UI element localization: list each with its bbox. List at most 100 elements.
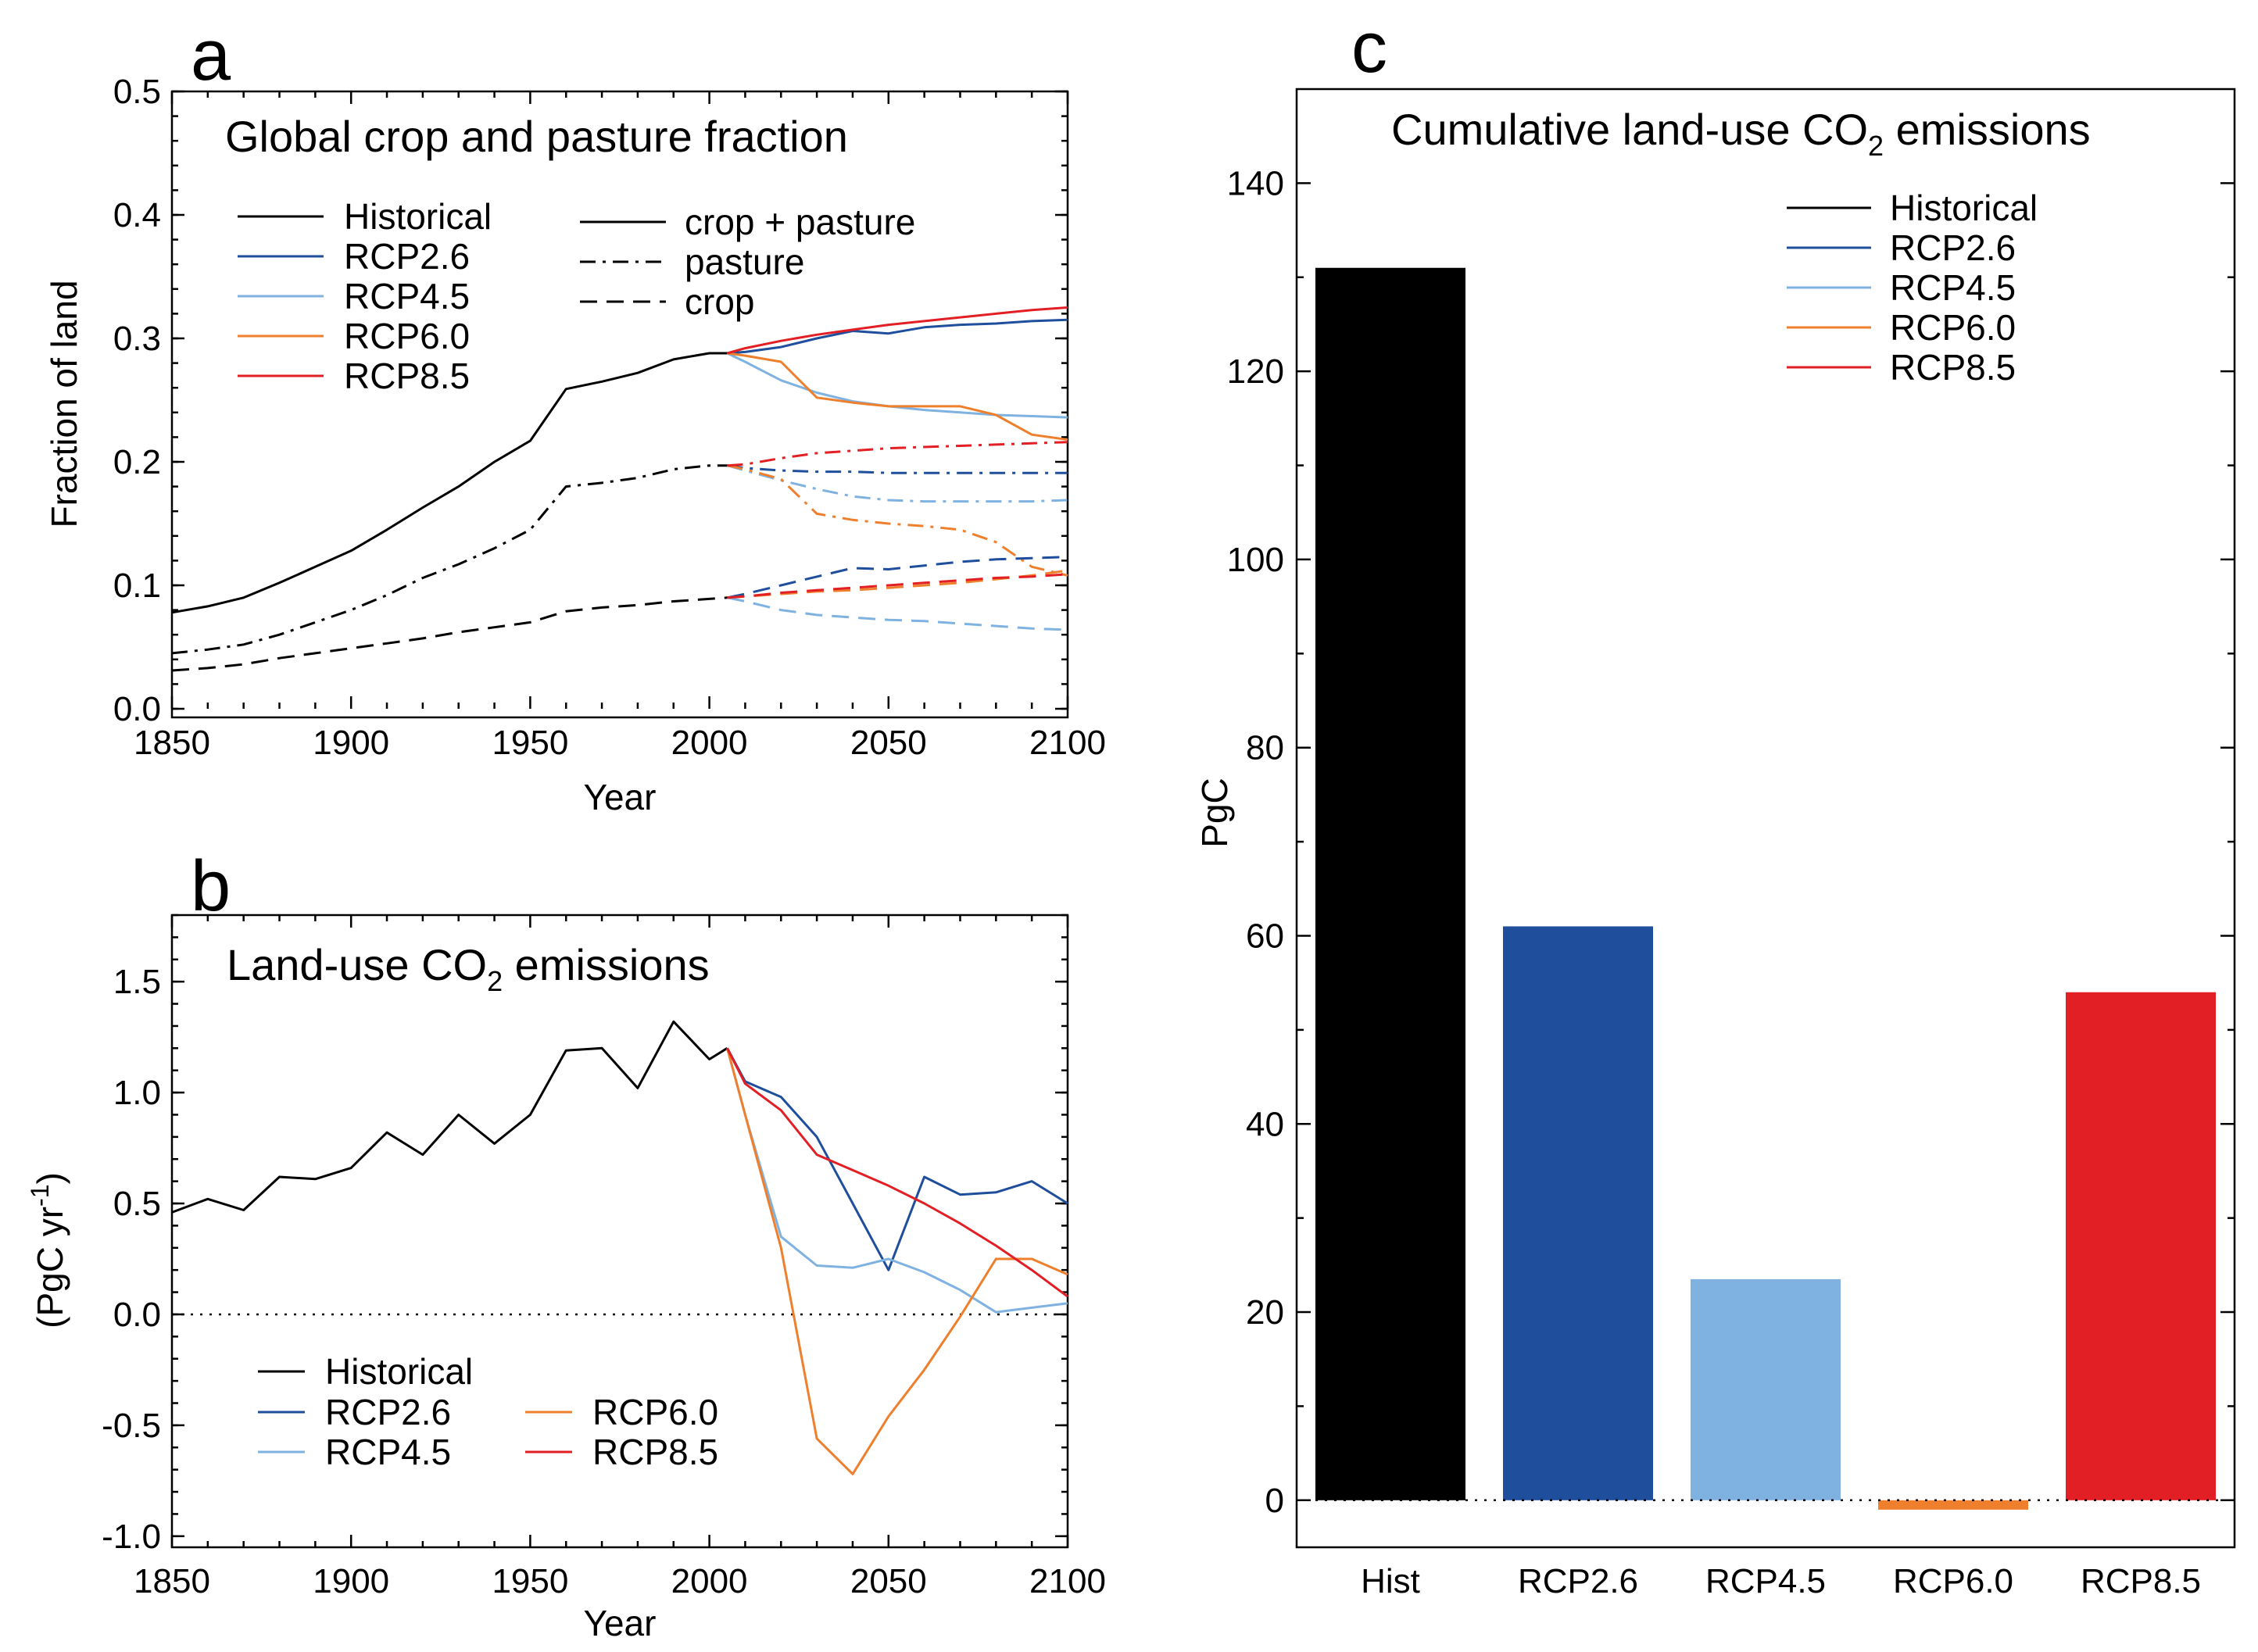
panel-b-legend-label-rcp2-6: RCP2.6 xyxy=(325,1392,451,1432)
panel-b-ylabel-main: (PgC yr xyxy=(30,1207,70,1328)
panel-c-category-label-rcp6-0: RCP6.0 xyxy=(1893,1562,2013,1600)
panel-a-legend-style-label-crop: crop xyxy=(685,281,754,322)
panel-a-ytick-label: 0.4 xyxy=(113,196,161,234)
panel-a-series-rcp4-5-pasture xyxy=(727,464,1068,503)
panel-c-ytick-label: 100 xyxy=(1227,541,1284,579)
panel-c-legend-label-rcp4-5: RCP4.5 xyxy=(1890,267,2016,308)
panel-a-crop-pasture-chart: Global crop and pasture fraction Year Fr… xyxy=(44,73,1106,817)
panel-a-legend-label-rcp4-5: RCP4.5 xyxy=(344,276,470,316)
panel-a-xtick-label: 1900 xyxy=(313,724,389,762)
panel-b-xtick-label: 2000 xyxy=(671,1562,748,1600)
panel-c-bar-hist xyxy=(1315,267,1465,1500)
panel-c-legend-label-rcp2-6: RCP2.6 xyxy=(1890,227,2016,268)
panel-c-ytick-label: 40 xyxy=(1246,1105,1284,1143)
panel-a-legend-label-rcp6-0: RCP6.0 xyxy=(344,316,470,356)
panel-a-xtick-label: 1950 xyxy=(492,724,568,762)
panel-a-series-historical-crop xyxy=(171,596,728,672)
panel-c-ytick-label: 140 xyxy=(1227,164,1284,202)
panel-a-series-rcp4-5-crop xyxy=(727,596,1068,631)
panel-b-series-rcp6-0 xyxy=(726,1047,1068,1475)
panel-b-emissions-chart: Land-use CO2 emissions Year (PgC yr-1) 1… xyxy=(26,914,1106,1643)
panel-a-ytick-label: 0.5 xyxy=(113,73,161,111)
panel-b-ylabel-suffix: ) xyxy=(30,1172,70,1184)
panel-b-xtick-label: 2050 xyxy=(850,1562,927,1600)
panel-b-legend-label-rcp6-0: RCP6.0 xyxy=(592,1392,718,1432)
panel-a-frame xyxy=(170,90,1069,719)
panel-a-xtick-label: 2000 xyxy=(671,724,748,762)
panel-c-title-main: Cumulative land-use CO xyxy=(1391,105,1868,154)
panel-b-ylabel-sup: -1 xyxy=(26,1184,54,1206)
panel-a-legend-label-historical: Historical xyxy=(344,196,492,237)
panel-a-series-rcp2-6-crop-pasture xyxy=(727,318,1068,355)
panel-c-ylabel: PgC xyxy=(1194,778,1235,847)
panel-a-series-rcp8-5-crop xyxy=(727,573,1068,599)
panel-b-ytick-label: 0.5 xyxy=(113,1185,161,1223)
panel-b-xtick-label: 2100 xyxy=(1029,1562,1106,1600)
panel-c-legend-label-historical: Historical xyxy=(1890,188,2038,228)
panel-a-series-rcp6-0-crop-pasture xyxy=(727,352,1068,442)
panel-a-legend-style-label-crop-pasture: crop + pasture xyxy=(685,202,915,242)
panel-b-series-rcp4-5 xyxy=(726,1047,1068,1314)
panel-c-cumulative-chart: Cumulative land-use CO2 emissions PgC 0 2… xyxy=(1194,88,2236,1600)
panel-a-ytick-label: 0.3 xyxy=(113,320,161,358)
panel-c-frame xyxy=(1295,88,2236,1549)
panel-a-series-historical-pasture xyxy=(171,464,728,655)
panel-a-xlabel: Year xyxy=(584,777,657,817)
panel-c-bar-rcp2-6 xyxy=(1503,926,1653,1500)
panel-b-legend-label-historical: Historical xyxy=(325,1351,473,1392)
panel-a-xtick-label: 2050 xyxy=(850,724,927,762)
panel-a-series-rcp2-6-pasture xyxy=(727,464,1068,474)
panel-b-ylabel: (PgC yr-1) xyxy=(26,1172,70,1328)
panel-a-legend-label-rcp8-5: RCP8.5 xyxy=(344,356,470,396)
panel-c-ytick-label: 60 xyxy=(1246,917,1284,955)
panel-a-ytick-label: 0.1 xyxy=(113,567,161,605)
panel-a-title: Global crop and pasture fraction xyxy=(225,112,848,161)
panel-a-ytick-label: 0.0 xyxy=(113,690,161,728)
panel-b-title-main: Land-use CO xyxy=(227,940,487,989)
panel-b-title-suffix: emissions xyxy=(503,940,710,989)
panel-a-series-rcp6-0-pasture xyxy=(727,464,1068,577)
panel-c-title: Cumulative land-use CO2 emissions xyxy=(1391,105,2091,162)
panel-a-series-rcp8-5-crop-pasture xyxy=(727,306,1068,355)
panel-c-title-sub: 2 xyxy=(1868,130,1884,162)
panel-b-ytick-label: 0.0 xyxy=(113,1296,161,1334)
panel-a-ytick-label: 0.2 xyxy=(113,443,161,481)
panel-b-title-sub: 2 xyxy=(487,965,503,997)
panel-b-frame xyxy=(170,914,1069,1549)
panel-c-category-label-hist: Hist xyxy=(1361,1562,1420,1600)
panel-a-legend-label-rcp2-6: RCP2.6 xyxy=(344,236,470,277)
panel-a-ylabel: Fraction of land xyxy=(44,280,84,527)
panel-b-xtick-label: 1850 xyxy=(134,1562,210,1600)
panel-b-series-rcp8-5 xyxy=(726,1047,1068,1298)
panel-b-title: Land-use CO2 emissions xyxy=(227,940,710,997)
panel-c-bar-rcp8-5 xyxy=(2066,992,2216,1500)
panel-c-legend-label-rcp6-0: RCP6.0 xyxy=(1890,307,2016,348)
panel-a-xtick-label: 1850 xyxy=(134,724,210,762)
panel-b-letter: b xyxy=(191,846,231,926)
panel-b-ytick-label: -1.0 xyxy=(102,1518,161,1556)
panel-c-category-label-rcp2-6: RCP2.6 xyxy=(1518,1562,1638,1600)
panel-b-xlabel: Year xyxy=(584,1603,657,1643)
panel-a-legend-style-label-pasture: pasture xyxy=(685,241,804,282)
panel-a-series-rcp8-5-pasture xyxy=(727,441,1068,467)
panel-b-ytick-label: 1.5 xyxy=(113,963,161,1001)
panel-c-ytick-label: 0 xyxy=(1265,1482,1284,1520)
panel-a-series-historical-crop-pasture xyxy=(171,352,728,614)
panel-c-letter: c xyxy=(1351,8,1387,88)
panel-b-xtick-label: 1900 xyxy=(313,1562,389,1600)
panel-c-ytick-label: 20 xyxy=(1246,1293,1284,1332)
panel-c-category-label-rcp4-5: RCP4.5 xyxy=(1705,1562,1826,1600)
panel-b-legend-label-rcp4-5: RCP4.5 xyxy=(325,1432,451,1472)
panel-c-ytick-label: 120 xyxy=(1227,352,1284,391)
panel-c-bar-rcp4-5 xyxy=(1691,1278,1841,1500)
panel-b-ytick-label: 1.0 xyxy=(113,1074,161,1112)
panel-c-ytick-label: 80 xyxy=(1246,729,1284,767)
panel-a-letter: a xyxy=(191,16,231,95)
panel-b-series-rcp2-6 xyxy=(726,1047,1068,1271)
panel-b-xtick-label: 1950 xyxy=(492,1562,568,1600)
panel-b-legend-label-rcp8-5: RCP8.5 xyxy=(592,1432,718,1472)
panel-a-xtick-label: 2100 xyxy=(1029,724,1106,762)
panel-c-title-suffix: emissions xyxy=(1884,105,2091,154)
panel-b-series-historical xyxy=(171,1020,728,1214)
